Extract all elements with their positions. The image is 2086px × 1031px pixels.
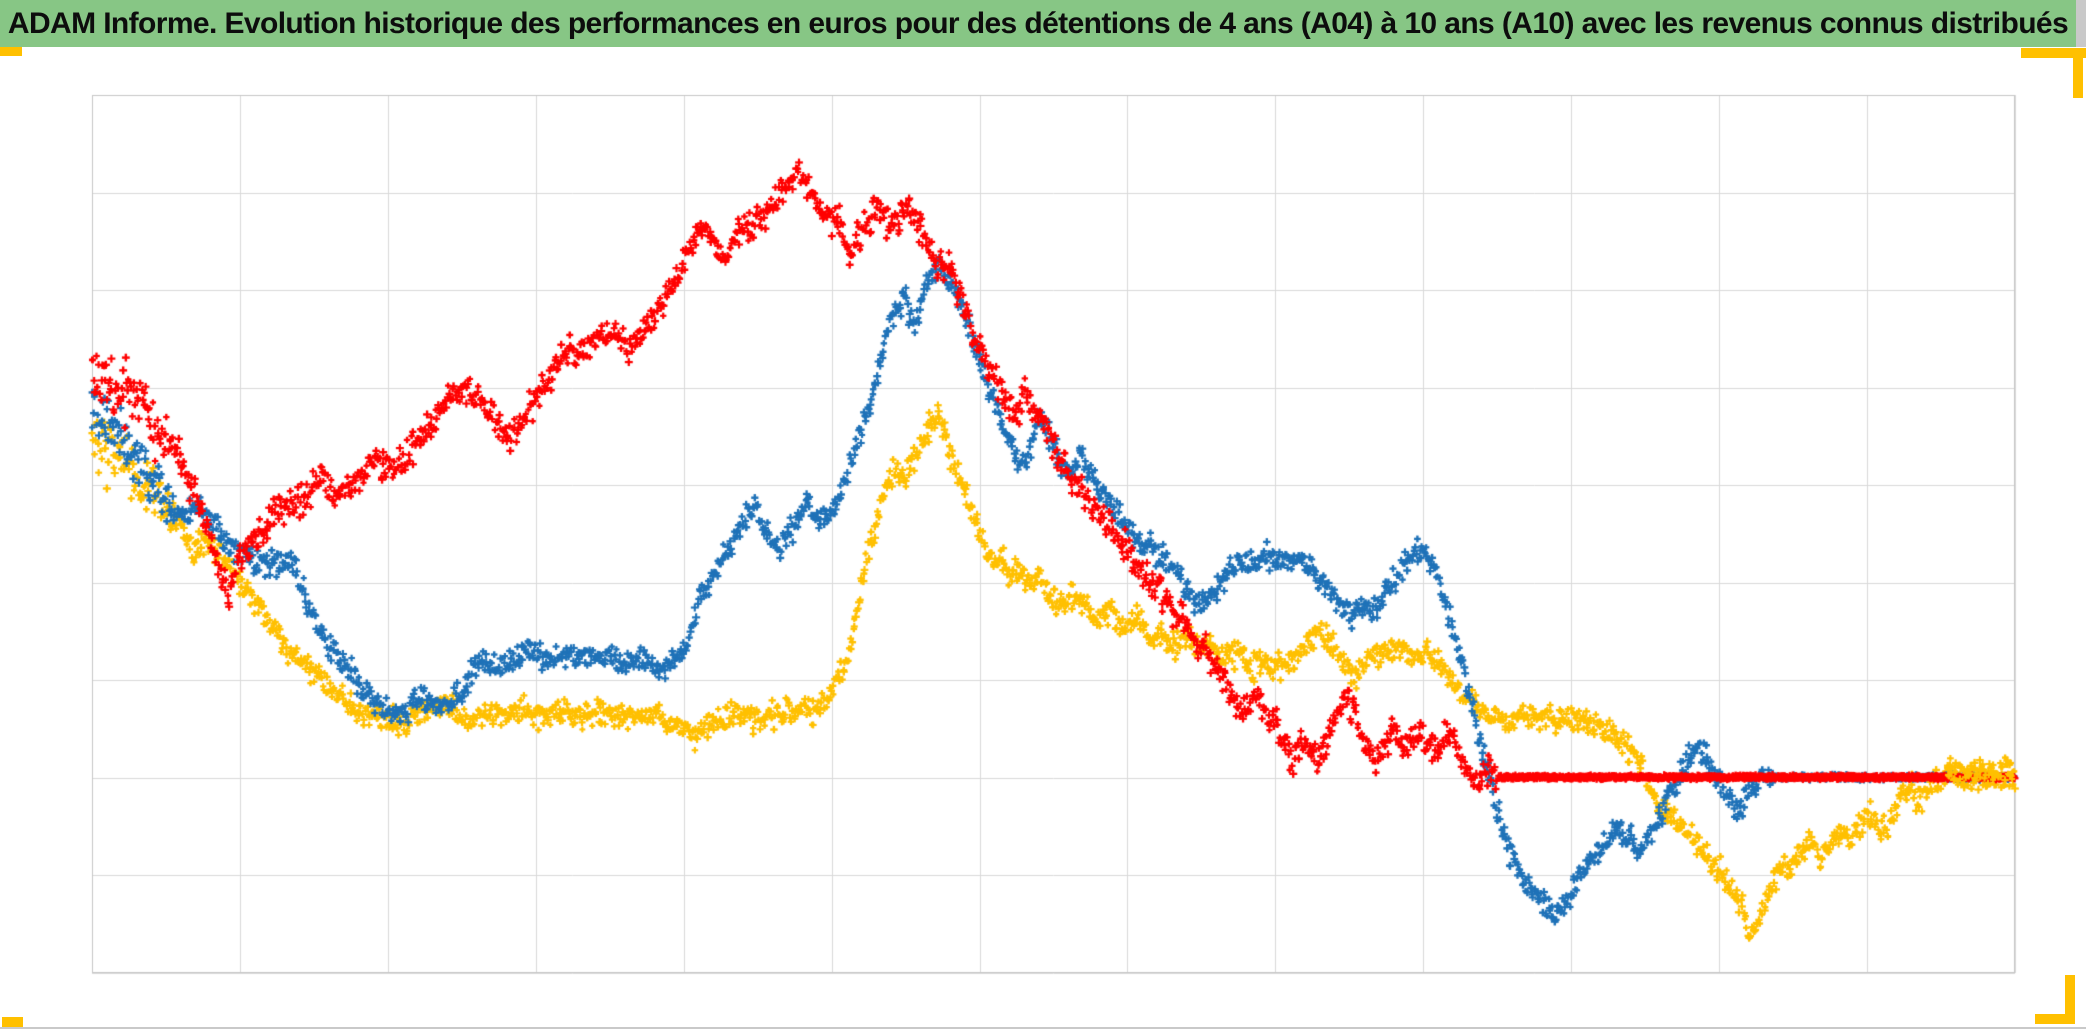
gold-block-bottom-left	[2, 1017, 23, 1027]
top-right-edge-strip	[2076, 0, 2086, 47]
title-bar: ADAM Informe. Evolution historique des p…	[0, 0, 2076, 47]
page-title: ADAM Informe. Evolution historique des p…	[7, 6, 2069, 40]
gold-bracket-bottom-right-vertical	[2065, 975, 2075, 1023]
gold-tab-top-left	[0, 47, 22, 56]
gold-bracket-top-right-vertical	[2073, 48, 2083, 98]
bottom-edge-line	[0, 1027, 2086, 1029]
gold-bracket-bottom-right-horizontal	[2035, 1014, 2075, 1024]
gold-bracket-top-right-horizontal	[2021, 48, 2086, 58]
